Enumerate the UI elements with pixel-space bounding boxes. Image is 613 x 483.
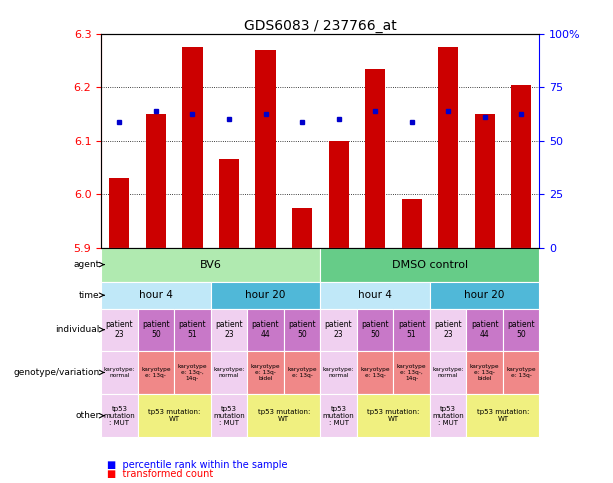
Text: hour 20: hour 20 [245,290,286,300]
Bar [284,351,321,394]
Bar [402,199,422,248]
Bar [466,309,503,351]
Bar [101,351,138,394]
Bar [321,351,357,394]
Text: patient
23: patient 23 [215,320,243,340]
Text: time: time [78,291,99,300]
Text: patient
51: patient 51 [398,320,425,340]
Bar [474,114,495,248]
Bar [430,309,466,351]
Bar [256,50,276,248]
Text: patient
50: patient 50 [288,320,316,340]
Bar [466,351,503,394]
Text: tp53
mutation
: MUT: tp53 mutation : MUT [213,406,245,426]
Bar [321,394,357,437]
Text: patient
51: patient 51 [178,320,206,340]
Bar [511,85,531,248]
Text: tp53
mutation
: MUT: tp53 mutation : MUT [432,406,464,426]
Bar [329,141,349,248]
Bar [219,159,239,248]
Bar [138,351,174,394]
Text: individual: individual [55,325,99,334]
Bar [321,282,430,309]
Bar [247,394,321,437]
Bar [503,309,539,351]
Text: tp53
mutation
: MUT: tp53 mutation : MUT [322,406,354,426]
Bar [357,394,430,437]
Text: tp53 mutation:
WT: tp53 mutation: WT [367,409,419,422]
Bar [174,309,211,351]
Text: karyotype
e: 13q-
bidel: karyotype e: 13q- bidel [470,364,500,381]
Bar [174,351,211,394]
Text: hour 4: hour 4 [139,290,173,300]
Bar [101,248,321,282]
Bar [101,394,138,437]
Title: GDS6083 / 237766_at: GDS6083 / 237766_at [244,19,397,33]
Bar [438,47,458,248]
Text: karyotype
e: 13q-: karyotype e: 13q- [360,367,390,378]
Text: BV6: BV6 [200,259,222,270]
Bar [211,351,247,394]
Text: genotype/variation: genotype/variation [13,368,99,377]
Bar [466,394,539,437]
Bar [394,351,430,394]
Bar [211,282,321,309]
Bar [211,394,247,437]
Text: karyotype:
normal: karyotype: normal [104,367,135,378]
Bar [109,178,129,248]
Text: patient
50: patient 50 [142,320,170,340]
Bar [138,309,174,351]
Text: karyotype:
normal: karyotype: normal [432,367,464,378]
Bar [101,309,138,351]
Bar [292,208,312,248]
Text: karyotype
e: 13q-,
14q-: karyotype e: 13q-, 14q- [397,364,427,381]
Text: agent: agent [73,260,99,269]
Bar [430,351,466,394]
Bar [146,114,166,248]
Bar [138,394,211,437]
Bar [430,282,539,309]
Text: patient
23: patient 23 [325,320,352,340]
Text: patient
44: patient 44 [471,320,498,340]
Text: tp53
mutation
: MUT: tp53 mutation : MUT [104,406,135,426]
Text: tp53 mutation:
WT: tp53 mutation: WT [257,409,310,422]
Text: karyotype
e: 13q-
bidel: karyotype e: 13q- bidel [251,364,280,381]
Text: tp53 mutation:
WT: tp53 mutation: WT [477,409,529,422]
Text: karyotype:
normal: karyotype: normal [322,367,354,378]
Text: patient
23: patient 23 [435,320,462,340]
Bar [284,309,321,351]
Text: karyotype
e: 13q-: karyotype e: 13q- [506,367,536,378]
Bar [247,309,284,351]
Text: karyotype
e: 13q-: karyotype e: 13q- [287,367,317,378]
Bar [211,309,247,351]
Bar [321,309,357,351]
Text: patient
23: patient 23 [105,320,133,340]
Text: patient
50: patient 50 [508,320,535,340]
Text: hour 20: hour 20 [465,290,505,300]
Bar [247,351,284,394]
Bar [503,351,539,394]
Bar [321,248,539,282]
Text: patient
44: patient 44 [252,320,280,340]
Text: other: other [75,411,99,420]
Bar [365,69,385,248]
Bar [183,47,202,248]
Text: patient
50: patient 50 [361,320,389,340]
Text: karyotype
e: 13q-,
14q-: karyotype e: 13q-, 14q- [178,364,207,381]
Bar [357,351,394,394]
Text: tp53 mutation:
WT: tp53 mutation: WT [148,409,200,422]
Text: ■  percentile rank within the sample: ■ percentile rank within the sample [107,460,287,470]
Bar [101,282,211,309]
Bar [430,394,466,437]
Text: DMSO control: DMSO control [392,259,468,270]
Text: hour 4: hour 4 [358,290,392,300]
Text: ■  transformed count: ■ transformed count [107,469,213,479]
Text: karyotype
e: 13q-: karyotype e: 13q- [141,367,171,378]
Text: karyotype:
normal: karyotype: normal [213,367,245,378]
Bar [357,309,394,351]
Bar [394,309,430,351]
